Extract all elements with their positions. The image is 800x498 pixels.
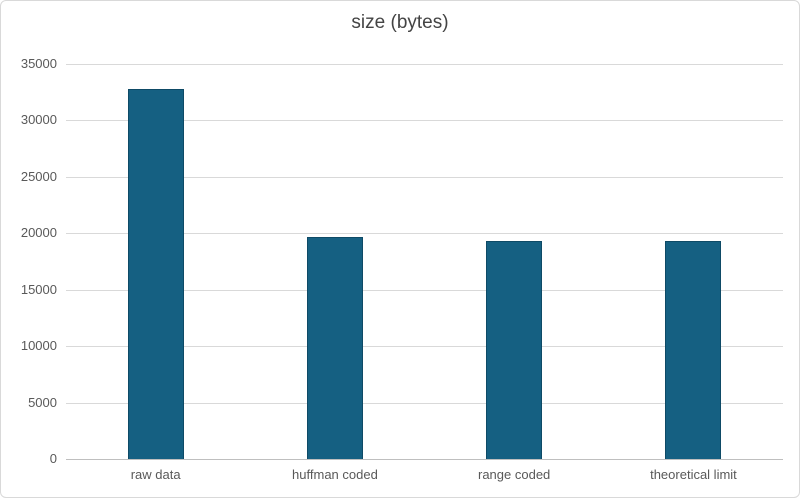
y-tick-label: 5000: [28, 394, 57, 410]
y-tick-label: 20000: [20, 225, 57, 241]
bar-range-coded: [486, 240, 543, 459]
chart-title: size (bytes): [351, 12, 449, 33]
y-tick-label: 30000: [20, 112, 57, 128]
bar-theoretical-limit: [665, 240, 722, 459]
gridline: [66, 120, 783, 122]
y-tick-label: 10000: [20, 338, 57, 354]
gridline: [66, 346, 783, 348]
gridline: [66, 64, 783, 65]
y-tick-label: 0: [49, 451, 57, 466]
x-axis-line: [66, 459, 783, 460]
bar-raw-data: [127, 89, 184, 459]
bar-huffman-coded: [306, 237, 363, 459]
y-tick-label: 35000: [20, 56, 57, 71]
x-category-label: raw data: [130, 467, 181, 482]
y-tick-label: 25000: [20, 168, 57, 184]
gridline: [66, 289, 783, 291]
x-category-label: range coded: [478, 467, 551, 482]
y-axis-labels: 35000 30000 25000 20000 15000 10000 5000 0: [1, 57, 57, 466]
gridline: [66, 176, 783, 178]
gridline: [66, 402, 783, 404]
gridline: [66, 233, 783, 235]
y-tick-label: 15000: [20, 281, 57, 297]
x-category-label: huffman coded: [292, 467, 378, 482]
plot-area: raw data huffman coded range coded theoreti…: [66, 64, 783, 482]
x-category-label: theoretical limit: [650, 467, 737, 482]
